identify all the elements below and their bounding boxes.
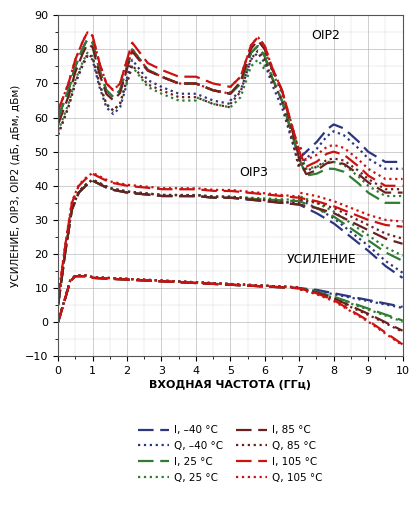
Text: УСИЛЕНИЕ: УСИЛЕНИЕ — [287, 252, 357, 266]
Y-axis label: УСИЛЕНИЕ, OIP3, OIP2 (дБ, дБм, дБм): УСИЛЕНИЕ, OIP3, OIP2 (дБ, дБм, дБм) — [11, 84, 21, 287]
Text: OIP2: OIP2 — [311, 29, 340, 42]
X-axis label: ВХОДНАЯ ЧАСТОТА (ГГц): ВХОДНАЯ ЧАСТОТА (ГГц) — [149, 380, 311, 390]
Text: OIP3: OIP3 — [239, 165, 268, 179]
Legend: I, –40 °C, Q, –40 °C, I, 25 °C, Q, 25 °C, I, 85 °C, Q, 85 °C, I, 105 °C, Q, 105 : I, –40 °C, Q, –40 °C, I, 25 °C, Q, 25 °C… — [134, 421, 327, 487]
